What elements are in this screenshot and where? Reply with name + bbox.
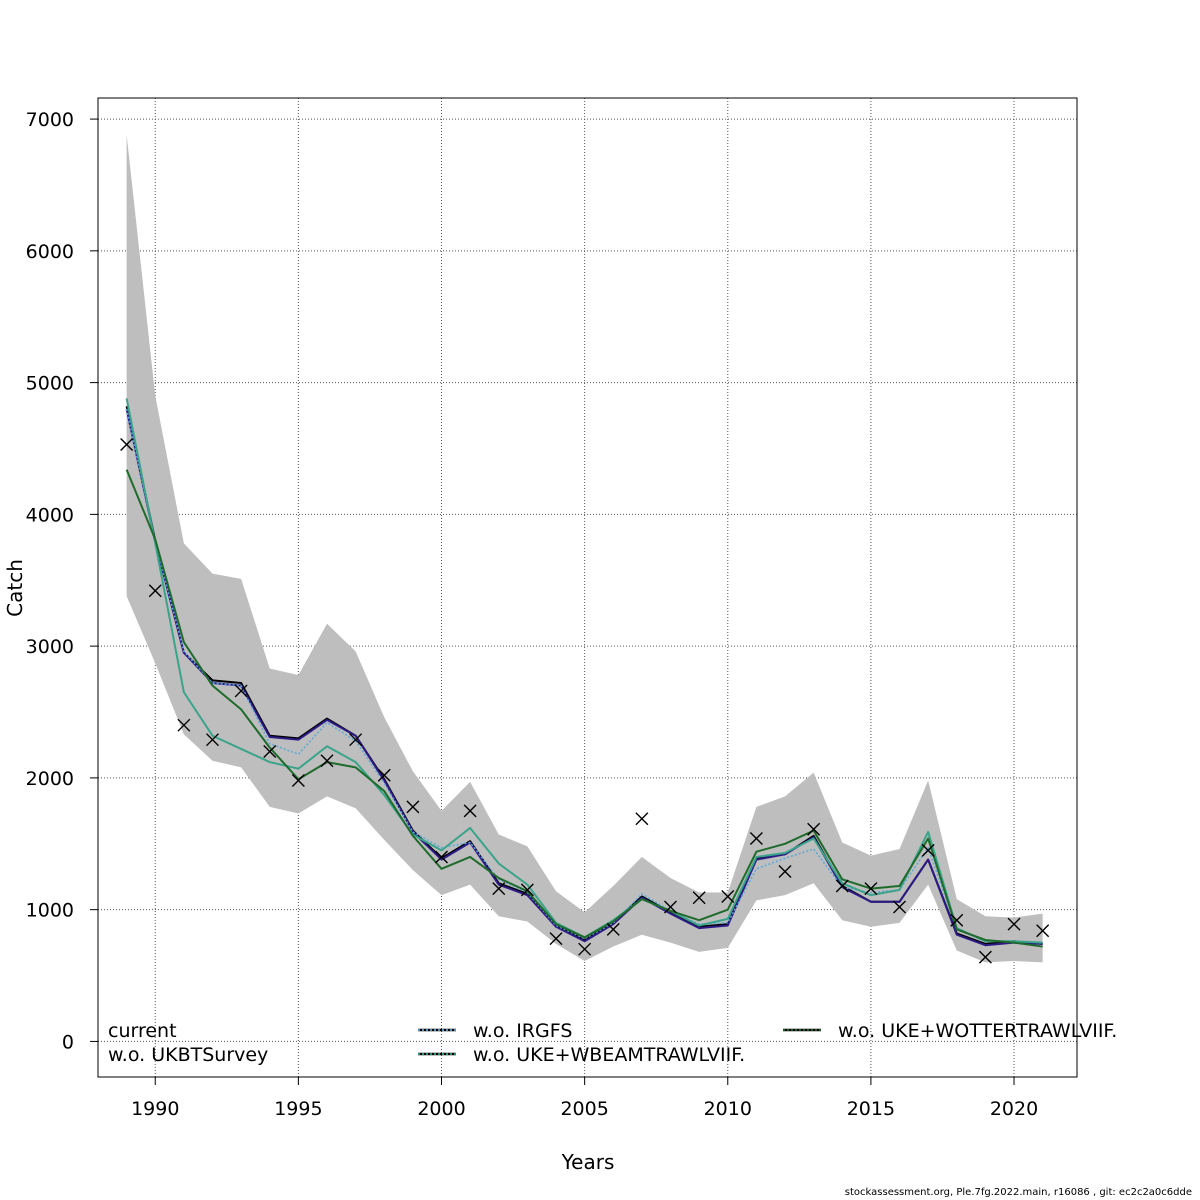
observed-point — [807, 822, 821, 836]
observed-point — [435, 850, 449, 864]
legend-label: w.o. UKE+WOTTERTRAWLVIIF. — [838, 1020, 1117, 1042]
legend-entry: w.o. UKE+WBEAMTRAWLVIIF. — [418, 1044, 745, 1066]
observed-point — [1036, 924, 1050, 938]
plot-frame — [97, 97, 1078, 1078]
axes: 1990 1995 2000 2005 2010 2015 2020 0 1000 2000 300… — [26, 109, 1039, 1120]
x-tick-label: 1995 — [274, 1098, 322, 1120]
observed-point — [120, 438, 134, 452]
observed-point — [320, 754, 334, 768]
grid — [98, 98, 1077, 1077]
observed-point — [921, 843, 935, 857]
observed-point — [263, 745, 277, 759]
observed-point — [349, 733, 363, 747]
y-tick-label: 5000 — [26, 373, 74, 395]
x-tick-label: 1990 — [131, 1098, 179, 1120]
confidence-band-area — [126, 134, 1043, 963]
x-tick-label: 2005 — [560, 1098, 608, 1120]
legend-entry: w.o. UKBTSurvey — [108, 1044, 268, 1066]
observed-point — [606, 922, 620, 936]
x-tick-label: 2010 — [704, 1098, 752, 1120]
observed-point — [463, 804, 477, 818]
observed-point — [1007, 917, 1021, 931]
x-tick-label: 2015 — [847, 1098, 895, 1120]
y-tick-label: 3000 — [26, 636, 74, 658]
observed-point — [234, 684, 248, 698]
observed-point — [692, 891, 706, 905]
series-group — [125, 408, 1043, 947]
observed-point — [148, 584, 162, 598]
y-tick-label: 2000 — [26, 768, 74, 790]
observed-point — [864, 882, 878, 896]
y-tick-label: 4000 — [26, 504, 74, 526]
observed-point — [835, 879, 849, 893]
observed-point — [549, 932, 563, 946]
observed-point — [978, 950, 992, 964]
y-tick-label: 0 — [62, 1031, 74, 1053]
observed-point — [749, 832, 763, 846]
series-group — [125, 469, 1043, 948]
observed-point — [635, 812, 649, 826]
observed-point — [291, 774, 305, 788]
observed-point — [377, 768, 391, 782]
y-tick-label: 1000 — [26, 900, 74, 922]
observed-point — [520, 883, 534, 897]
y-axis-title: Catch — [3, 559, 27, 617]
observed-point — [721, 889, 735, 903]
observed-point — [950, 913, 964, 927]
x-axis-title: Years — [561, 1150, 615, 1174]
observed-points — [120, 438, 1050, 964]
observed-point — [206, 733, 219, 747]
x-tick-label: 2000 — [417, 1098, 465, 1120]
y-tick-label: 6000 — [26, 241, 74, 263]
series-line — [125, 469, 1043, 948]
series-lines — [125, 398, 1043, 948]
observed-point — [492, 882, 506, 896]
confidence-band — [126, 134, 1043, 963]
series-line — [125, 408, 1043, 947]
observed-point — [406, 800, 420, 814]
y-tick-label: 7000 — [26, 109, 74, 131]
observed-point — [664, 900, 678, 914]
legend-label: w.o. UKE+WBEAMTRAWLVIIF. — [473, 1044, 745, 1066]
observed-point — [177, 718, 191, 732]
legend-entry: current — [108, 1020, 177, 1042]
footer-credit: stockassessment.org, Ple.7fg.2022.main, … — [844, 1187, 1192, 1198]
legend-entry: w.o. UKE+WOTTERTRAWLVIIF. — [783, 1020, 1117, 1042]
legend-entry: w.o. IRGFS — [418, 1020, 572, 1042]
observed-point — [778, 864, 792, 878]
legend-label: w.o. UKBTSurvey — [108, 1044, 268, 1066]
x-tick-label: 2020 — [990, 1098, 1038, 1120]
observed-point — [893, 900, 907, 914]
observed-point — [578, 942, 592, 956]
legend-label: current — [108, 1020, 177, 1042]
legend-label: w.o. IRGFS — [473, 1020, 572, 1042]
